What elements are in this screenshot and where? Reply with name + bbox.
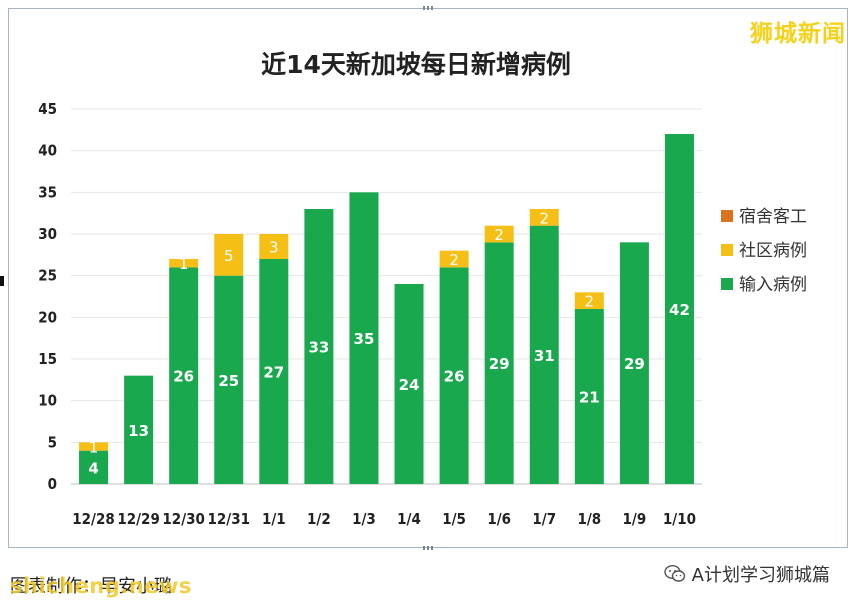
data-label: 21 (579, 389, 600, 407)
data-label: 26 (173, 368, 194, 386)
y-axis: 0 5 10 15 20 25 30 35 40 45 (38, 100, 57, 493)
y-tick-label: 5 (48, 433, 57, 451)
y-tick-label: 40 (38, 142, 57, 160)
legend-swatch (721, 210, 733, 222)
data-label: 13 (128, 422, 149, 440)
y-tick-label: 10 (38, 392, 57, 410)
legend-label: 输入病例 (739, 275, 807, 295)
data-label: 26 (444, 368, 465, 386)
y-tick-label: 45 (38, 100, 57, 118)
y-tick-label: 20 (38, 308, 57, 326)
data-label: 24 (399, 376, 420, 394)
bar-imported (619, 242, 649, 484)
x-tick-label: 1/2 (307, 510, 331, 528)
data-label: 2 (449, 251, 459, 269)
bar-imported (574, 309, 604, 484)
bar-imported (214, 275, 244, 484)
x-tick-label: 12/29 (117, 510, 160, 528)
x-tick-label: 1/7 (532, 510, 556, 528)
data-label: 27 (263, 364, 284, 382)
y-tick-label: 30 (38, 225, 57, 243)
legend-label: 社区病例 (739, 241, 807, 261)
x-tick-label: 12/31 (208, 510, 251, 528)
brand-watermark: 狮城新闻 (750, 21, 846, 47)
x-tick-label: 1/4 (397, 510, 421, 528)
source-watermark: shicheng.news (10, 574, 192, 598)
bar-community (484, 225, 514, 243)
data-label: 2 (585, 293, 595, 311)
x-tick-label: 1/3 (352, 510, 376, 528)
x-tick-label: 1/10 (663, 510, 696, 528)
y-tick-label: 15 (38, 350, 57, 368)
x-axis: 12/28 12/29 12/30 12/31 1/1 1/2 1/3 1/4 1/5 1/6 1/… (72, 510, 696, 528)
chart-title: 近14天新加坡每日新增病例 (261, 50, 571, 79)
bar-community (439, 250, 469, 268)
bar-community (574, 292, 604, 309)
x-tick-label: 1/9 (623, 510, 647, 528)
legend-swatch (721, 244, 733, 256)
data-label: 3 (269, 239, 279, 257)
data-label: 35 (354, 330, 375, 348)
resize-handle-top[interactable] (423, 6, 433, 10)
bar-imported (529, 225, 559, 484)
bar-imported (439, 267, 469, 484)
y-tick-label: 35 (38, 183, 57, 201)
bar-community (169, 259, 199, 268)
bar-imported (484, 242, 514, 484)
bar-community (529, 209, 559, 226)
legend-label: 宿舍客工 (739, 207, 807, 227)
bar-imported (79, 450, 109, 484)
bar-imported (664, 134, 694, 484)
data-label: 33 (308, 339, 329, 357)
x-tick-label: 1/1 (262, 510, 286, 528)
bar-imported (124, 375, 154, 484)
bar-imported (304, 209, 334, 484)
data-label: 29 (624, 355, 645, 373)
data-label: 5 (224, 247, 234, 265)
data-label: 29 (489, 355, 510, 373)
bar-imported (349, 192, 379, 485)
bar-community (259, 234, 289, 259)
data-label: 1 (179, 255, 189, 273)
x-tick-label: 12/28 (72, 510, 115, 528)
data-label: 25 (218, 372, 239, 390)
data-label: 1 (89, 439, 99, 457)
gridlines (71, 108, 702, 485)
bar-imported (169, 267, 199, 484)
chart-caption: 图表制作：早安小璐 (10, 576, 172, 597)
x-tick-label: 1/8 (577, 510, 601, 528)
data-label: 4 (88, 459, 98, 477)
x-tick-label: 1/6 (487, 510, 511, 528)
bar-community (214, 234, 244, 276)
data-label: 31 (534, 347, 555, 365)
legend-swatch (721, 278, 733, 290)
bar-imported (394, 284, 424, 484)
y-tick-label: 25 (38, 267, 57, 285)
resize-handle-bottom[interactable] (423, 546, 433, 550)
bar-imported (259, 259, 289, 484)
data-label: 42 (669, 301, 690, 319)
x-tick-label: 12/30 (162, 510, 205, 528)
x-tick-label: 1/5 (442, 510, 466, 528)
y-tick-label: 0 (48, 475, 57, 493)
bar-community (79, 442, 109, 451)
left-edge-marker (0, 276, 4, 286)
wechat-icon (663, 564, 685, 582)
data-label: 2 (539, 209, 549, 227)
data-label: 2 (494, 226, 504, 244)
wechat-account-name: A计划学习狮城篇 (691, 565, 830, 586)
chart-frame: 近14天新加坡每日新增病例 4 1 13 26 1 25 5 27 3 33 35 24 26 2 29 2 3… (8, 6, 848, 550)
wechat-attribution: A计划学习狮城篇 (663, 561, 830, 587)
